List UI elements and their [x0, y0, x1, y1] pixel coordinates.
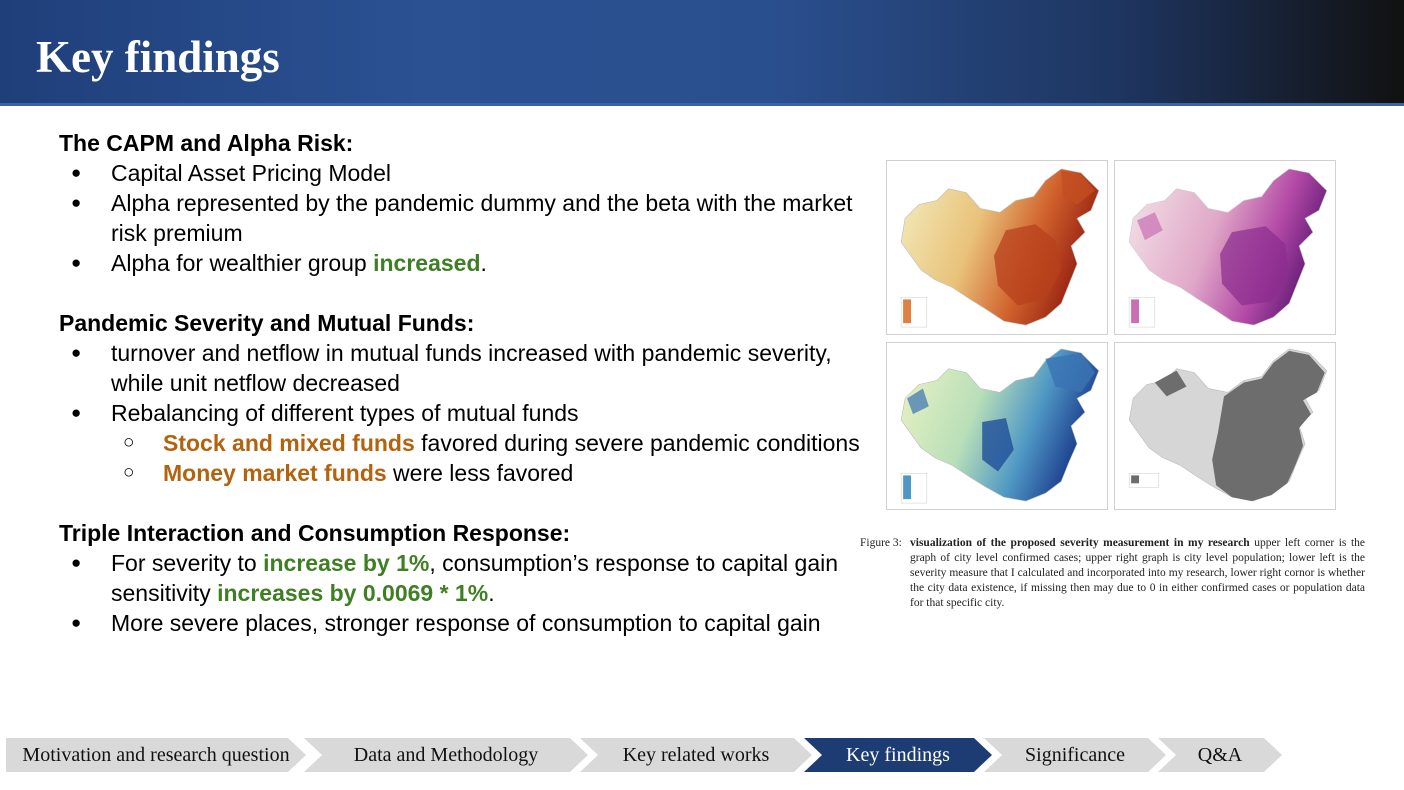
sub-bullet-list: Stock and mixed funds favored during sev…: [111, 428, 889, 488]
severity-maps-figure: [886, 160, 1338, 510]
triple-interaction-bullet-list: For severity to increase by 1%, consumpt…: [59, 548, 889, 638]
nav-item-key-related-works[interactable]: Key related works: [580, 738, 812, 772]
sub-list-item: Money market funds were less favored: [123, 458, 889, 488]
title-bar: Key findings: [0, 0, 1404, 106]
section-heading-triple-interaction: Triple Interaction and Consumption Respo…: [59, 520, 571, 546]
section-heading-capm: The CAPM and Alpha Risk:: [59, 130, 354, 156]
list-item: Capital Asset Pricing Model: [71, 158, 889, 188]
map-confirmed-cases: [886, 160, 1108, 335]
bullet-text: Rebalancing of different types of mutual…: [111, 400, 579, 426]
highlight-increased: increased: [373, 250, 481, 276]
sub-list-item: Stock and mixed funds favored during sev…: [123, 428, 889, 458]
section-nav: Motivation and research question Data an…: [6, 738, 1296, 772]
list-item: More severe places, stronger response of…: [71, 608, 889, 638]
findings-content: The CAPM and Alpha Risk: Capital Asset P…: [59, 128, 889, 638]
bullet-text: , consumption’s response to capital gain…: [111, 550, 839, 606]
nav-item-qa[interactable]: Q&A: [1158, 738, 1282, 772]
list-item: turnover and netflow in mutual funds inc…: [71, 338, 889, 398]
list-item: Alpha for wealthier group increased.: [71, 248, 889, 278]
highlight-coefficient: increases by 0.0069 * 1%: [217, 580, 489, 606]
caption-body: visualization of the proposed severity m…: [910, 536, 1365, 611]
caption-bold: visualization of the proposed severity m…: [910, 537, 1250, 549]
list-item: For severity to increase by 1%, consumpt…: [71, 548, 889, 608]
map-population: [1114, 160, 1336, 335]
bullet-text: Alpha for wealthier group: [111, 250, 374, 276]
mutual-funds-bullet-list: turnover and netflow in mutual funds inc…: [59, 338, 889, 488]
bullet-text: .: [488, 580, 495, 606]
caption-label: Figure 3:: [860, 537, 902, 549]
bullet-text: were less favored: [386, 460, 574, 486]
bullet-text: .: [480, 250, 487, 276]
nav-item-key-findings[interactable]: Key findings: [804, 738, 992, 772]
figure-caption: Figure 3: visualization of the proposed s…: [860, 536, 1370, 611]
nav-item-motivation[interactable]: Motivation and research question: [6, 738, 306, 772]
section-heading-mutual-funds: Pandemic Severity and Mutual Funds:: [59, 310, 475, 336]
nav-item-significance[interactable]: Significance: [984, 738, 1166, 772]
bullet-text: For severity to: [111, 550, 264, 576]
caption-text: upper left corner is the graph of city l…: [910, 537, 1365, 609]
nav-item-data-methodology[interactable]: Data and Methodology: [304, 738, 588, 772]
map-severity-measure: [886, 342, 1108, 510]
capm-bullet-list: Capital Asset Pricing Model Alpha repres…: [59, 158, 889, 278]
bullet-text: favored during severe pandemic condition…: [414, 430, 860, 456]
list-item: Alpha represented by the pandemic dummy …: [71, 188, 889, 248]
highlight-stock-mixed: Stock and mixed funds: [163, 430, 415, 456]
highlight-increase-1pct: increase by 1%: [263, 550, 430, 576]
map-data-existence: [1114, 342, 1336, 510]
slide-title: Key findings: [36, 32, 280, 82]
highlight-money-market: Money market funds: [163, 460, 387, 486]
list-item: Rebalancing of different types of mutual…: [71, 398, 889, 488]
